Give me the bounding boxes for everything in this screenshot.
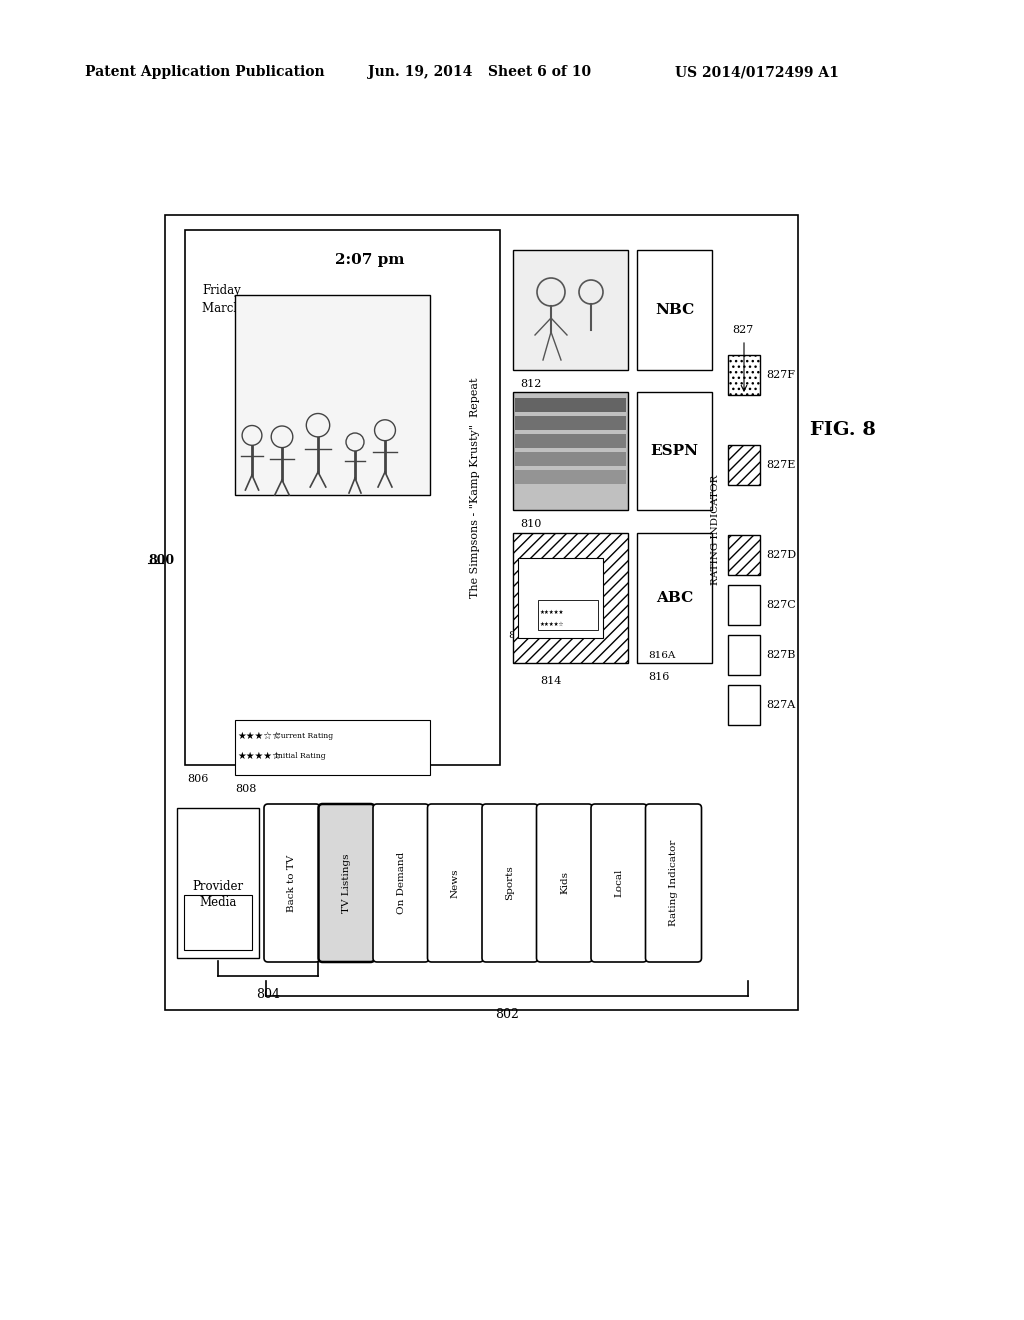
- Text: 2:07 pm: 2:07 pm: [335, 253, 404, 267]
- Text: Patent Application Publication: Patent Application Publication: [85, 65, 325, 79]
- Bar: [177, 808, 259, 958]
- Circle shape: [271, 426, 293, 447]
- Text: ESPN: ESPN: [650, 444, 698, 458]
- Text: US 2014/0172499 A1: US 2014/0172499 A1: [675, 65, 839, 79]
- FancyBboxPatch shape: [318, 804, 375, 962]
- Text: ★★★☆☆: ★★★☆☆: [237, 731, 281, 741]
- Bar: [513, 249, 628, 370]
- FancyBboxPatch shape: [373, 804, 429, 962]
- Bar: [515, 434, 626, 447]
- Text: Current Rating: Current Rating: [275, 733, 333, 741]
- Bar: [515, 416, 626, 430]
- Circle shape: [242, 425, 262, 445]
- Text: RATING INDICATOR: RATING INDICATOR: [712, 475, 721, 585]
- Text: 827F: 827F: [766, 370, 795, 380]
- Text: 816A: 816A: [648, 651, 676, 660]
- Text: FIG. 8: FIG. 8: [810, 421, 876, 440]
- Text: 827B: 827B: [766, 649, 796, 660]
- Bar: [637, 533, 712, 663]
- Circle shape: [375, 420, 395, 441]
- Text: ABC: ABC: [656, 591, 693, 605]
- Bar: [184, 895, 252, 950]
- Text: ★★★★☆: ★★★★☆: [540, 622, 564, 627]
- Bar: [513, 533, 628, 663]
- Bar: [728, 355, 760, 395]
- Text: 827E: 827E: [766, 459, 796, 470]
- Text: 812: 812: [520, 379, 542, 389]
- Bar: [515, 399, 626, 412]
- Text: The Simpsons - "Kamp Krusty"  Repeat: The Simpsons - "Kamp Krusty" Repeat: [470, 378, 480, 598]
- Text: Media: Media: [200, 896, 237, 909]
- Bar: [518, 558, 603, 638]
- Text: On Demand: On Demand: [396, 851, 406, 915]
- Text: Kids: Kids: [560, 871, 569, 895]
- Text: Jun. 19, 2014: Jun. 19, 2014: [368, 65, 472, 79]
- Text: 827: 827: [732, 325, 754, 335]
- Text: March 31, 2006: March 31, 2006: [202, 302, 297, 315]
- Bar: [185, 230, 500, 766]
- Text: Local: Local: [614, 869, 624, 898]
- Text: 827C: 827C: [766, 601, 796, 610]
- Bar: [728, 585, 760, 624]
- FancyBboxPatch shape: [591, 804, 647, 962]
- Text: 827D: 827D: [766, 550, 796, 560]
- Text: 816B: 816B: [508, 631, 536, 639]
- Circle shape: [579, 280, 603, 304]
- Circle shape: [537, 279, 565, 306]
- Bar: [728, 635, 760, 675]
- Bar: [637, 249, 712, 370]
- Text: ★★★★☆: ★★★★☆: [237, 751, 281, 762]
- Text: 816: 816: [648, 672, 670, 682]
- Text: Sheet 6 of 10: Sheet 6 of 10: [488, 65, 591, 79]
- Bar: [234, 719, 430, 775]
- Bar: [728, 445, 760, 484]
- Text: Sports: Sports: [506, 866, 514, 900]
- Bar: [515, 470, 626, 484]
- FancyBboxPatch shape: [537, 804, 593, 962]
- Text: 808: 808: [234, 784, 256, 795]
- Text: ★★★★★: ★★★★★: [540, 610, 564, 615]
- Text: News: News: [451, 869, 460, 898]
- Text: 804: 804: [256, 987, 280, 1001]
- FancyBboxPatch shape: [427, 804, 483, 962]
- Circle shape: [306, 413, 330, 437]
- Text: 806: 806: [187, 774, 208, 784]
- Text: NBC: NBC: [655, 304, 694, 317]
- Bar: [513, 392, 628, 510]
- Text: Friday: Friday: [202, 284, 241, 297]
- Bar: [637, 392, 712, 510]
- Text: 814: 814: [540, 676, 561, 686]
- Text: 802: 802: [495, 1007, 519, 1020]
- FancyBboxPatch shape: [482, 804, 538, 962]
- Text: Provider: Provider: [193, 879, 244, 892]
- Text: Initial Rating: Initial Rating: [275, 752, 326, 760]
- Bar: [515, 451, 626, 466]
- Bar: [234, 294, 430, 495]
- FancyBboxPatch shape: [645, 804, 701, 962]
- Text: 810: 810: [520, 519, 542, 529]
- Bar: [728, 535, 760, 576]
- Bar: [538, 601, 598, 630]
- Text: Back to TV: Back to TV: [288, 854, 297, 912]
- Text: 800: 800: [148, 553, 174, 566]
- Bar: [728, 685, 760, 725]
- FancyBboxPatch shape: [264, 804, 319, 962]
- Circle shape: [346, 433, 364, 451]
- Text: TV Listings: TV Listings: [342, 853, 351, 912]
- Text: 827A: 827A: [766, 700, 796, 710]
- Bar: [165, 215, 798, 1010]
- Text: Rating Indicator: Rating Indicator: [669, 840, 678, 927]
